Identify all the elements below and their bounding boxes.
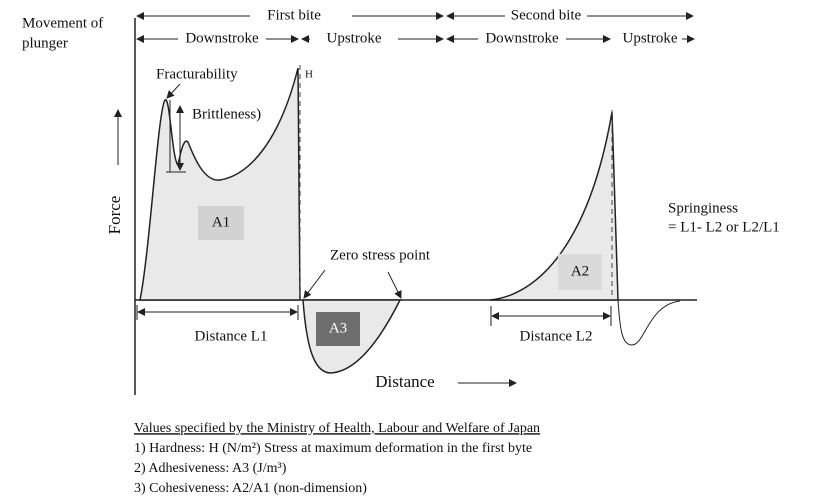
note-item: 2) Adhesiveness: A3 (J/m³): [134, 461, 287, 476]
movement-label: Movement of: [22, 15, 103, 31]
first-bite-curve: [139, 67, 301, 301]
brittleness-label: Brittleness): [192, 106, 261, 122]
a1-box: [198, 206, 244, 240]
note-item: 3) Cohesiveness: A2/A1 (non-dimension): [134, 481, 367, 496]
arrow: [387, 271, 402, 299]
distance-l1-label: Distance L1: [195, 328, 268, 344]
distance-label: Distance: [375, 372, 434, 391]
a2-box: [558, 254, 602, 290]
springiness-formula: = L1- L2 or L2/L1: [668, 219, 780, 235]
bite-label: First bite: [267, 7, 321, 23]
a3-label: A3: [329, 320, 347, 336]
stroke-label: Upstroke: [623, 30, 678, 46]
arrow: [166, 83, 181, 99]
note-item: 1) Hardness: H (N/m²) Stress at maximum …: [134, 441, 532, 456]
fracturability-label: Fracturability: [156, 66, 238, 82]
stroke-label: Downstroke: [185, 30, 259, 46]
a3-box: [316, 312, 360, 346]
stroke-label: Upstroke: [327, 30, 382, 46]
bite-label: Second bite: [511, 7, 582, 23]
stroke-label: Downstroke: [485, 30, 559, 46]
movement-label: plunger: [22, 35, 68, 51]
second-bite-curve: [489, 111, 619, 301]
second-adhesion: [617, 299, 681, 346]
arrow: [303, 269, 326, 299]
distance-l2-label: Distance L2: [520, 328, 593, 344]
springiness-label: Springiness: [668, 200, 738, 216]
force-label: Force: [105, 196, 124, 235]
h-label: H: [305, 69, 313, 81]
notes-title: Values specified by the Ministry of Heal…: [134, 421, 540, 436]
zero-stress-label: Zero stress point: [330, 247, 431, 263]
a1-label: A1: [212, 214, 230, 230]
a2-label: A2: [571, 263, 589, 279]
